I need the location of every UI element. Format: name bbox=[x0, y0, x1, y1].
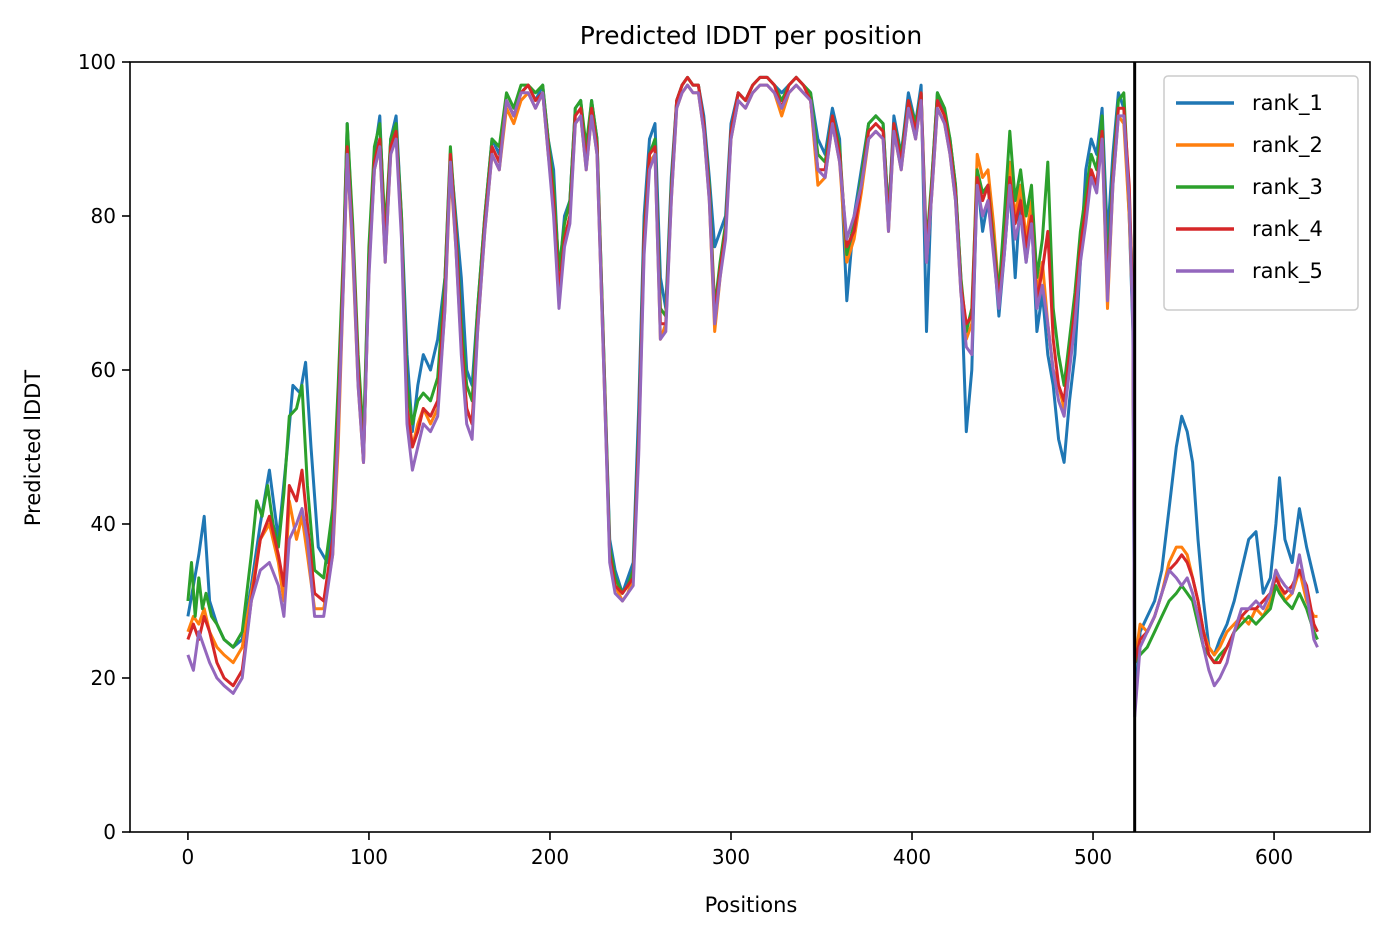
legend-label-rank-5: rank_5 bbox=[1252, 259, 1323, 284]
x-tick-label: 100 bbox=[350, 845, 388, 869]
series-line-rank-5 bbox=[186, 83, 1319, 718]
y-tick-label: 0 bbox=[103, 820, 116, 844]
x-tick-label: 0 bbox=[182, 845, 195, 869]
x-tick-label: 300 bbox=[712, 845, 750, 869]
legend: rank_1 rank_2 rank_3 rank_4 rank_5 bbox=[1163, 75, 1359, 311]
y-tick-label: 40 bbox=[91, 512, 116, 536]
chart-title: Predicted lDDT per position bbox=[580, 21, 922, 50]
legend-label-rank-3: rank_3 bbox=[1252, 175, 1323, 200]
x-tick-label: 200 bbox=[531, 845, 569, 869]
plot-area-frame bbox=[129, 61, 1371, 833]
y-tick-label: 60 bbox=[91, 358, 116, 382]
y-tick-label: 100 bbox=[78, 50, 116, 74]
y-axis-label: Predicted lDDT bbox=[21, 370, 45, 526]
x-tick-label: 500 bbox=[1074, 845, 1112, 869]
y-tick-label: 80 bbox=[91, 204, 116, 228]
legend-label-rank-1: rank_1 bbox=[1252, 91, 1323, 116]
x-tick-label: 400 bbox=[893, 845, 931, 869]
legend-label-rank-4: rank_4 bbox=[1252, 217, 1323, 242]
y-tick-label: 20 bbox=[91, 666, 116, 690]
x-tick-label: 600 bbox=[1255, 845, 1293, 869]
legend-box bbox=[1163, 75, 1359, 311]
legend-label-rank-2: rank_2 bbox=[1252, 133, 1323, 158]
x-axis-label: Positions bbox=[705, 893, 798, 917]
